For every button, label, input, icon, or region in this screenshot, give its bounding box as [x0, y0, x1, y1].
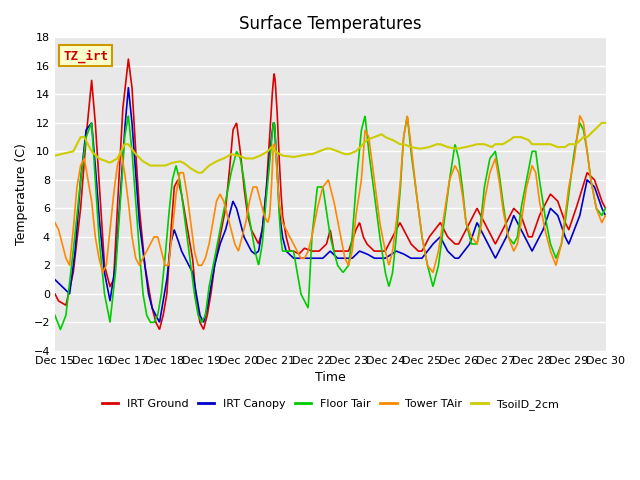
Tower TAir [576, 113, 584, 119]
Text: TZ_irt: TZ_irt [63, 49, 108, 62]
TsoilD_2cm [365, 136, 372, 142]
IRT Ground [93, 155, 101, 160]
IRT Ground [297, 250, 305, 255]
Line: IRT Ground: IRT Ground [55, 59, 605, 329]
IRT Canopy [93, 193, 101, 199]
TsoilD_2cm [195, 170, 202, 176]
Tower TAir [296, 254, 304, 260]
Line: TsoilD_2cm: TsoilD_2cm [55, 123, 605, 173]
Tower TAir [602, 213, 609, 218]
Tower TAir [116, 151, 124, 157]
Floor Tair [297, 290, 305, 296]
Floor Tair [94, 217, 102, 223]
TsoilD_2cm [116, 151, 124, 156]
IRT Ground [365, 243, 372, 249]
TsoilD_2cm [93, 154, 101, 160]
IRT Canopy [297, 255, 305, 261]
IRT Canopy [365, 252, 372, 258]
Floor Tair [125, 113, 132, 119]
Floor Tair [285, 248, 293, 254]
IRT Ground [116, 158, 124, 164]
IRT Ground [307, 248, 314, 253]
IRT Canopy [51, 276, 59, 282]
Floor Tair [602, 205, 609, 211]
IRT Ground [156, 326, 163, 332]
IRT Canopy [116, 199, 124, 205]
X-axis label: Time: Time [315, 371, 346, 384]
TsoilD_2cm [51, 153, 59, 158]
IRT Canopy [602, 213, 609, 218]
IRT Canopy [125, 85, 132, 91]
Tower TAir [307, 240, 314, 246]
TsoilD_2cm [307, 151, 314, 157]
Line: Floor Tair: Floor Tair [55, 116, 605, 329]
Line: IRT Canopy: IRT Canopy [55, 88, 605, 322]
Floor Tair [51, 312, 59, 318]
IRT Ground [51, 291, 59, 297]
Tower TAir [99, 270, 106, 276]
TsoilD_2cm [598, 120, 606, 126]
Y-axis label: Temperature (C): Temperature (C) [15, 143, 28, 245]
IRT Canopy [285, 251, 293, 257]
IRT Ground [125, 56, 132, 62]
Floor Tair [56, 326, 64, 332]
Floor Tair [365, 150, 372, 156]
IRT Ground [602, 205, 609, 211]
IRT Ground [285, 246, 293, 252]
Floor Tair [116, 201, 124, 207]
Legend: IRT Ground, IRT Canopy, Floor Tair, Tower TAir, TsoilD_2cm: IRT Ground, IRT Canopy, Floor Tair, Towe… [97, 395, 563, 414]
Floor Tair [307, 259, 314, 265]
TsoilD_2cm [602, 120, 609, 126]
TsoilD_2cm [285, 154, 292, 159]
Tower TAir [285, 232, 292, 238]
Title: Surface Temperatures: Surface Temperatures [239, 15, 422, 33]
IRT Canopy [200, 319, 207, 325]
Tower TAir [93, 247, 101, 252]
Line: Tower TAir: Tower TAir [55, 116, 605, 273]
TsoilD_2cm [296, 153, 304, 158]
Tower TAir [365, 134, 372, 140]
IRT Canopy [307, 255, 314, 261]
Tower TAir [51, 220, 59, 226]
